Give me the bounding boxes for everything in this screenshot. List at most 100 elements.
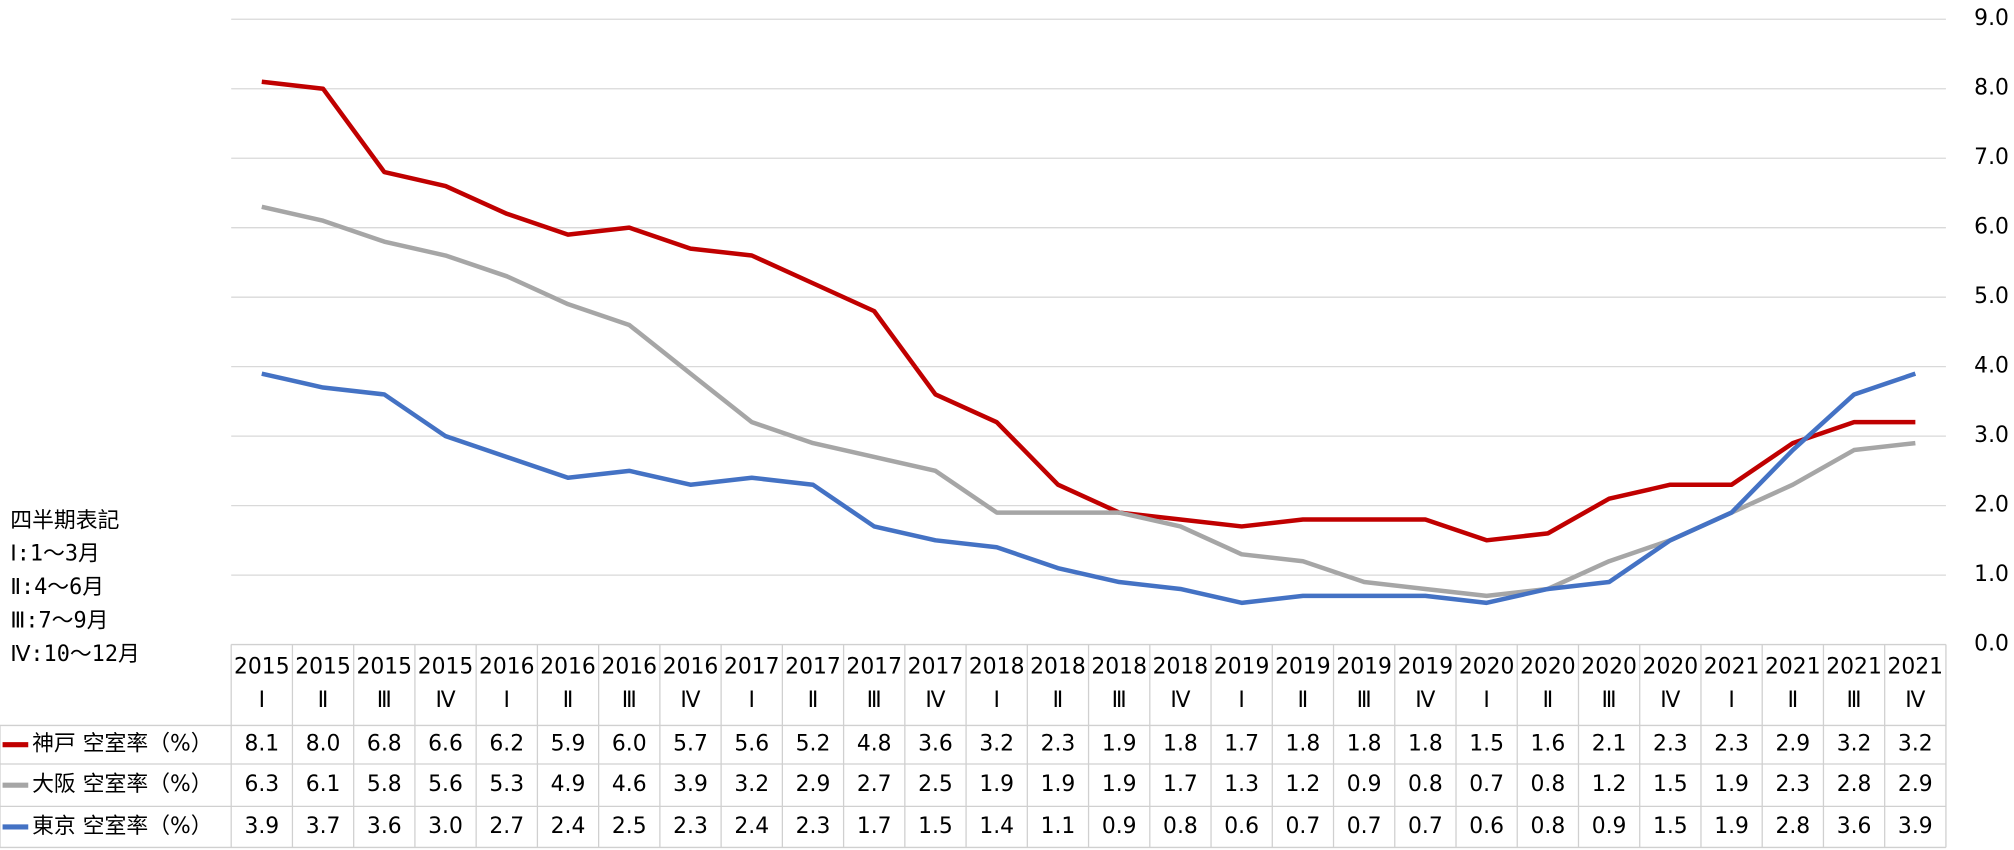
data-label: 1.7 — [1224, 732, 1259, 757]
data-label: 2.8 — [1775, 814, 1810, 839]
data-label: 1.6 — [1531, 732, 1566, 757]
x-tick-label: Ⅳ — [925, 688, 945, 713]
data-label: 1.5 — [1653, 814, 1688, 839]
legend-label: 神戸 空室率（%） — [32, 732, 213, 757]
data-label: 1.9 — [1102, 732, 1137, 757]
x-tick-label: 2015 — [234, 655, 290, 680]
data-label: 2.1 — [1592, 732, 1627, 757]
x-tick-label: Ⅰ — [504, 688, 510, 713]
x-tick-label: 2016 — [479, 655, 535, 680]
data-label: 3.2 — [734, 772, 769, 797]
data-label: 3.6 — [367, 814, 402, 839]
y-tick-label: 9.0 — [1974, 6, 2009, 31]
data-label: 1.5 — [1469, 732, 1504, 757]
data-label: 2.7 — [489, 814, 524, 839]
data-label: 2.8 — [1837, 772, 1872, 797]
data-label: 8.1 — [244, 732, 279, 757]
data-label: 3.0 — [428, 814, 463, 839]
x-tick-label: 2020 — [1520, 655, 1576, 680]
x-tick-label: Ⅰ — [749, 688, 755, 713]
data-label: 1.8 — [1347, 732, 1382, 757]
x-tick-label: 2020 — [1581, 655, 1637, 680]
x-tick-label: Ⅲ — [867, 688, 882, 713]
data-label: 3.6 — [918, 732, 953, 757]
data-label: 0.8 — [1531, 772, 1566, 797]
x-tick-label: 2019 — [1214, 655, 1270, 680]
data-label: 3.2 — [1837, 732, 1872, 757]
x-tick-label: Ⅲ — [377, 688, 392, 713]
data-label: 0.9 — [1347, 772, 1382, 797]
data-label: 1.2 — [1286, 772, 1321, 797]
data-label: 0.8 — [1531, 814, 1566, 839]
x-tick-label: Ⅳ — [1905, 688, 1925, 713]
series-line — [261, 79, 1916, 543]
x-tick-label: Ⅱ — [318, 688, 329, 713]
series-line — [261, 204, 1916, 599]
annotation: Ⅱ:4～6月 — [10, 575, 104, 600]
data-label: 4.6 — [612, 772, 647, 797]
x-tick-label: Ⅰ — [993, 688, 999, 713]
data-label: 1.8 — [1286, 732, 1321, 757]
data-label: 2.9 — [1898, 772, 1933, 797]
x-tick-label: 2016 — [663, 655, 719, 680]
x-tick-label: 2017 — [785, 655, 841, 680]
data-label: 2.4 — [734, 814, 769, 839]
y-tick-label: 1.0 — [1974, 562, 2009, 587]
x-tick-label: 2021 — [1888, 655, 1944, 680]
data-label: 2.5 — [612, 814, 647, 839]
data-label: 6.0 — [612, 732, 647, 757]
data-label: 6.8 — [367, 732, 402, 757]
data-label: 0.7 — [1347, 814, 1382, 839]
data-label: 1.9 — [1714, 772, 1749, 797]
x-tick-label: 2017 — [908, 655, 964, 680]
x-tick-label: Ⅳ — [1415, 688, 1435, 713]
data-label: 1.3 — [1224, 772, 1259, 797]
data-label: 0.8 — [1408, 772, 1443, 797]
data-label: 6.1 — [306, 772, 341, 797]
data-label: 1.8 — [1163, 732, 1198, 757]
data-label: 3.7 — [306, 814, 341, 839]
x-tick-label: Ⅰ — [1728, 688, 1734, 713]
x-tick-label: Ⅳ — [1170, 688, 1190, 713]
x-tick-label: Ⅱ — [563, 688, 574, 713]
data-label: 2.3 — [1714, 732, 1749, 757]
x-tick-label: 2019 — [1398, 655, 1454, 680]
annotation: 四半期表記 — [10, 508, 119, 533]
x-tick-label: Ⅳ — [435, 688, 455, 713]
data-label: 3.9 — [1898, 814, 1933, 839]
x-tick-label: 2015 — [418, 655, 474, 680]
data-label: 3.2 — [979, 732, 1014, 757]
x-tick-label: 2020 — [1459, 655, 1515, 680]
data-label: 0.6 — [1469, 814, 1504, 839]
data-label: 5.7 — [673, 732, 708, 757]
data-label: 1.2 — [1592, 772, 1627, 797]
data-label: 0.9 — [1102, 814, 1137, 839]
y-tick-label: 0.0 — [1974, 632, 2009, 657]
x-tick-label: 2021 — [1704, 655, 1760, 680]
x-tick-label: Ⅲ — [1357, 688, 1372, 713]
data-label: 0.6 — [1224, 814, 1259, 839]
x-tick-label: 2018 — [1153, 655, 1209, 680]
data-label: 0.9 — [1592, 814, 1627, 839]
y-tick-label: 7.0 — [1974, 145, 2009, 170]
data-label: 3.6 — [1837, 814, 1872, 839]
x-tick-label: Ⅳ — [680, 688, 700, 713]
x-tick-label: Ⅱ — [1298, 688, 1309, 713]
data-label: 2.9 — [1775, 732, 1810, 757]
x-tick-label: 2019 — [1336, 655, 1392, 680]
y-tick-label: 8.0 — [1974, 76, 2009, 101]
data-label: 2.4 — [551, 814, 586, 839]
y-tick-label: 4.0 — [1974, 354, 2009, 379]
x-tick-label: Ⅲ — [1112, 688, 1127, 713]
data-label: 5.3 — [489, 772, 524, 797]
x-tick-label: Ⅰ — [1483, 688, 1489, 713]
data-label: 1.5 — [1653, 772, 1688, 797]
data-label: 2.3 — [1775, 772, 1810, 797]
data-label: 3.9 — [673, 772, 708, 797]
data-label: 5.8 — [367, 772, 402, 797]
data-label: 2.7 — [857, 772, 892, 797]
series-line — [261, 371, 1917, 606]
data-label: 3.9 — [244, 814, 279, 839]
x-tick-label: 2015 — [357, 655, 413, 680]
data-label: 0.7 — [1408, 814, 1443, 839]
